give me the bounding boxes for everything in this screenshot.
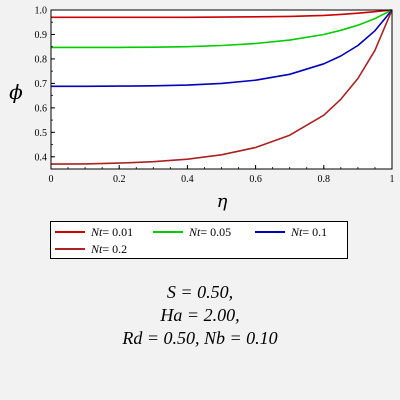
legend-var: Nt bbox=[189, 224, 201, 239]
x-tick-label: 0.6 bbox=[249, 174, 262, 185]
y-tick-label: 0.6 bbox=[35, 103, 48, 114]
x-axis-label: η bbox=[217, 191, 228, 212]
legend-item-nt-02: Nt = 0.2 bbox=[55, 242, 127, 256]
y-tick-label: 0.8 bbox=[35, 54, 48, 65]
series-line-3 bbox=[51, 9, 393, 88]
legend-item-nt-005: Nt = 0.05 bbox=[153, 225, 231, 239]
y-tick-label: 0.7 bbox=[35, 79, 48, 90]
y-tick-label: 0.9 bbox=[35, 30, 48, 41]
x-tick-label: 0 bbox=[49, 174, 54, 185]
plot-area bbox=[51, 10, 392, 169]
legend-value: = 0.1 bbox=[302, 224, 328, 239]
legend-swatch bbox=[153, 231, 183, 233]
x-tick-label: 0.8 bbox=[318, 174, 331, 185]
axes-layer: 0 0.2 0.4 0.6 0.8 1 0.4 0.5 0.6 0.7 0.8 0.9 1.0 bbox=[35, 6, 395, 186]
legend-var: Nt bbox=[291, 224, 303, 239]
y-tick-label: 0.5 bbox=[35, 128, 48, 139]
series-layer bbox=[50, 9, 393, 165]
legend-value: = 0.2 bbox=[102, 241, 128, 256]
series-line-4 bbox=[50, 9, 393, 165]
legend-var: Nt bbox=[91, 241, 103, 256]
x-tick-label: 0.2 bbox=[113, 174, 126, 185]
x-tick-label: 0.4 bbox=[181, 174, 194, 185]
series-line-1 bbox=[51, 9, 393, 19]
caption-line-3: Rd = 0.50, Nb = 0.10 bbox=[122, 328, 278, 348]
legend: Nt = 0.01 Nt = 0.05 Nt = 0.1 Nt = 0.2 bbox=[50, 221, 348, 259]
legend-swatch bbox=[55, 248, 85, 250]
legend-swatch bbox=[55, 231, 85, 233]
legend-var: Nt bbox=[91, 224, 103, 239]
legend-value: = 0.01 bbox=[102, 224, 134, 239]
y-tick-label: 1.0 bbox=[35, 6, 48, 17]
x-tick-label: 1 bbox=[390, 174, 395, 185]
series-line-2 bbox=[51, 9, 393, 49]
legend-item-nt-01: Nt = 0.1 bbox=[255, 225, 327, 239]
y-axis-label: ϕ bbox=[9, 80, 23, 104]
caption-line-2: Ha = 2.00, bbox=[160, 305, 240, 325]
legend-swatch bbox=[255, 231, 285, 233]
legend-value: = 0.05 bbox=[200, 224, 232, 239]
legend-item-nt-001: Nt = 0.01 bbox=[55, 225, 133, 239]
caption-line-1: S = 0.50, bbox=[166, 282, 234, 302]
y-tick-label: 0.4 bbox=[35, 152, 48, 163]
